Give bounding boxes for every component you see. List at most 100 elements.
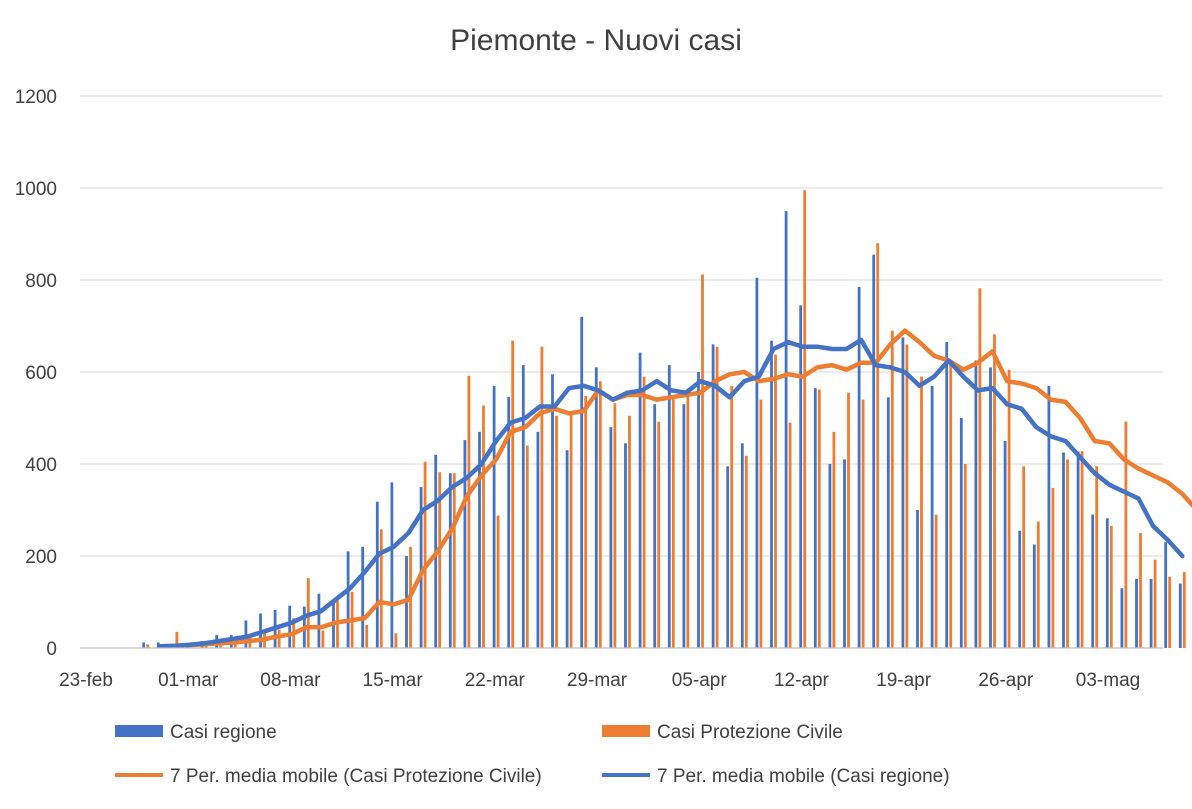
legend-label-media-mobile-protezione-civile: 7 Per. media mobile (Casi Protezione Civ… bbox=[170, 766, 542, 787]
bar-casi-protezione-civile bbox=[1095, 466, 1098, 648]
x-tick-label: 23-feb bbox=[59, 670, 113, 691]
bar-casi-regione bbox=[142, 642, 145, 648]
bar-casi-protezione-civile bbox=[687, 396, 690, 648]
legend: Casi regione Casi Protezione Civile 7 Pe… bbox=[115, 722, 950, 787]
bar-casi-regione bbox=[610, 427, 613, 648]
x-tick-label: 08-mar bbox=[260, 670, 321, 691]
bar-casi-protezione-civile bbox=[511, 341, 514, 648]
legend-label-media-mobile-regione: 7 Per. media mobile (Casi regione) bbox=[657, 766, 950, 787]
bar-casi-protezione-civile bbox=[1022, 466, 1025, 648]
bar-casi-protezione-civile bbox=[365, 625, 368, 648]
bar-casi-protezione-civile bbox=[1139, 533, 1142, 648]
bar-casi-protezione-civile bbox=[482, 406, 485, 648]
bar-casi-protezione-civile bbox=[745, 456, 748, 648]
legend-item-media-mobile-protezione-civile: 7 Per. media mobile (Casi Protezione Civ… bbox=[115, 766, 542, 787]
x-tick-label: 01-mar bbox=[158, 670, 219, 691]
bar-casi-regione bbox=[785, 211, 788, 648]
legend-item-media-mobile-regione: 7 Per. media mobile (Casi regione) bbox=[602, 766, 950, 787]
chart-title: Piemonte - Nuovi casi bbox=[450, 24, 742, 57]
bar-casi-protezione-civile bbox=[760, 400, 763, 648]
bar-casi-regione bbox=[288, 606, 291, 648]
bar-casi-regione bbox=[712, 344, 715, 648]
bar-casi-protezione-civile bbox=[657, 422, 660, 648]
bar-casi-regione bbox=[1004, 441, 1007, 648]
x-tick-label: 26-apr bbox=[978, 670, 1034, 691]
bar-casi-protezione-civile bbox=[964, 464, 967, 648]
bar-casi-regione bbox=[449, 473, 452, 648]
bar-casi-protezione-civile bbox=[993, 334, 996, 648]
bar-casi-protezione-civile bbox=[278, 630, 281, 648]
bar-casi-regione bbox=[770, 341, 773, 648]
bar-casi-protezione-civile bbox=[1081, 451, 1084, 648]
bar-casi-protezione-civile bbox=[730, 386, 733, 648]
bar-casi-regione bbox=[1106, 518, 1109, 648]
bar-casi-protezione-civile bbox=[1052, 488, 1055, 648]
bar-casi-regione bbox=[580, 317, 583, 648]
bar-casi-regione bbox=[872, 255, 875, 648]
bar-casi-regione bbox=[1091, 515, 1094, 648]
bar-casi-protezione-civile bbox=[1066, 459, 1069, 648]
bar-casi-protezione-civile bbox=[803, 190, 806, 648]
bar-casi-regione bbox=[887, 397, 890, 648]
bar-casi-regione bbox=[960, 418, 963, 648]
legend-swatch-casi-protezione-civile bbox=[602, 725, 650, 737]
bar-casi-protezione-civile bbox=[979, 288, 982, 648]
bar-casi-protezione-civile bbox=[628, 416, 631, 648]
bar-casi-regione bbox=[1062, 453, 1065, 649]
bar-casi-regione bbox=[566, 450, 569, 648]
bar-casi-regione bbox=[726, 466, 729, 648]
legend-swatch-casi-regione bbox=[115, 725, 163, 737]
bar-casi-protezione-civile bbox=[920, 377, 923, 648]
legend-label-casi-protezione-civile: Casi Protezione Civile bbox=[657, 722, 843, 743]
bar-casi-regione bbox=[945, 342, 948, 648]
bar-casi-regione bbox=[843, 459, 846, 648]
y-tick-label: 800 bbox=[25, 271, 57, 292]
y-tick-label: 600 bbox=[25, 363, 57, 384]
y-tick-label: 0 bbox=[46, 639, 57, 660]
bar-casi-protezione-civile bbox=[526, 446, 529, 648]
bar-casi-regione bbox=[595, 367, 598, 648]
bar-casi-protezione-civile bbox=[1008, 370, 1011, 648]
bar-casi-regione bbox=[989, 367, 992, 648]
bar-casi-regione bbox=[1150, 579, 1153, 648]
bar-casi-protezione-civile bbox=[380, 529, 383, 648]
bar-casi-regione bbox=[347, 551, 350, 648]
bar-casi-regione bbox=[537, 432, 540, 648]
bar-casi-regione bbox=[551, 374, 554, 648]
bar-casi-regione bbox=[683, 404, 686, 648]
bar-casi-regione bbox=[756, 278, 759, 648]
bar-casi-protezione-civile bbox=[1168, 577, 1171, 648]
bar-casi-protezione-civile bbox=[468, 376, 471, 648]
bar-casi-protezione-civile bbox=[716, 347, 719, 648]
bar-casi-regione bbox=[902, 338, 905, 649]
bar-casi-protezione-civile bbox=[541, 347, 544, 648]
x-tick-label: 03-mag bbox=[1076, 670, 1140, 691]
bar-casi-regione bbox=[522, 365, 525, 648]
bar-casi-protezione-civile bbox=[1037, 522, 1040, 649]
bar-casi-regione bbox=[376, 502, 379, 648]
bar-casi-protezione-civile bbox=[833, 432, 836, 648]
x-tick-label: 19-apr bbox=[876, 670, 932, 691]
bar-casi-regione bbox=[697, 372, 700, 648]
bar-casi-protezione-civile bbox=[395, 633, 398, 648]
bar-casi-regione bbox=[361, 547, 364, 648]
bar-casi-regione bbox=[1048, 386, 1051, 648]
y-tick-label: 1200 bbox=[15, 87, 57, 108]
bar-casi-regione bbox=[814, 388, 817, 648]
bar-casi-protezione-civile bbox=[891, 331, 894, 648]
bar-casi-regione bbox=[1164, 542, 1167, 648]
bar-casi-regione bbox=[975, 361, 978, 649]
legend-item-casi-protezione-civile: Casi Protezione Civile bbox=[602, 722, 843, 743]
bar-casi-regione bbox=[624, 443, 627, 648]
y-tick-label: 1000 bbox=[15, 179, 57, 200]
bar-casi-regione bbox=[1121, 588, 1124, 648]
bar-casi-protezione-civile bbox=[599, 381, 602, 648]
bar-casi-protezione-civile bbox=[453, 473, 456, 648]
bar-casi-regione bbox=[916, 510, 919, 648]
bar-casi-protezione-civile bbox=[1125, 422, 1128, 648]
bar-casi-protezione-civile bbox=[789, 423, 792, 648]
bar-casi-protezione-civile bbox=[935, 515, 938, 648]
bar-casi-regione bbox=[1018, 531, 1021, 648]
bar-casi-protezione-civile bbox=[818, 389, 821, 648]
